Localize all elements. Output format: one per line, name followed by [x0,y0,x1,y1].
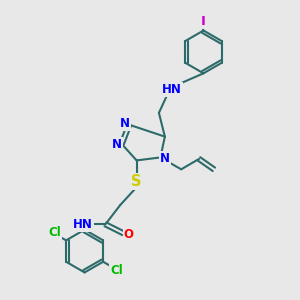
Text: HN: HN [73,218,93,231]
Text: N: N [160,152,170,165]
Text: N: N [120,117,130,130]
Text: Cl: Cl [110,264,123,277]
Text: Cl: Cl [48,226,61,238]
Text: I: I [201,14,206,28]
Text: S: S [131,174,142,189]
Text: N: N [112,138,122,151]
Text: HN: HN [162,82,182,96]
Text: O: O [124,228,134,241]
